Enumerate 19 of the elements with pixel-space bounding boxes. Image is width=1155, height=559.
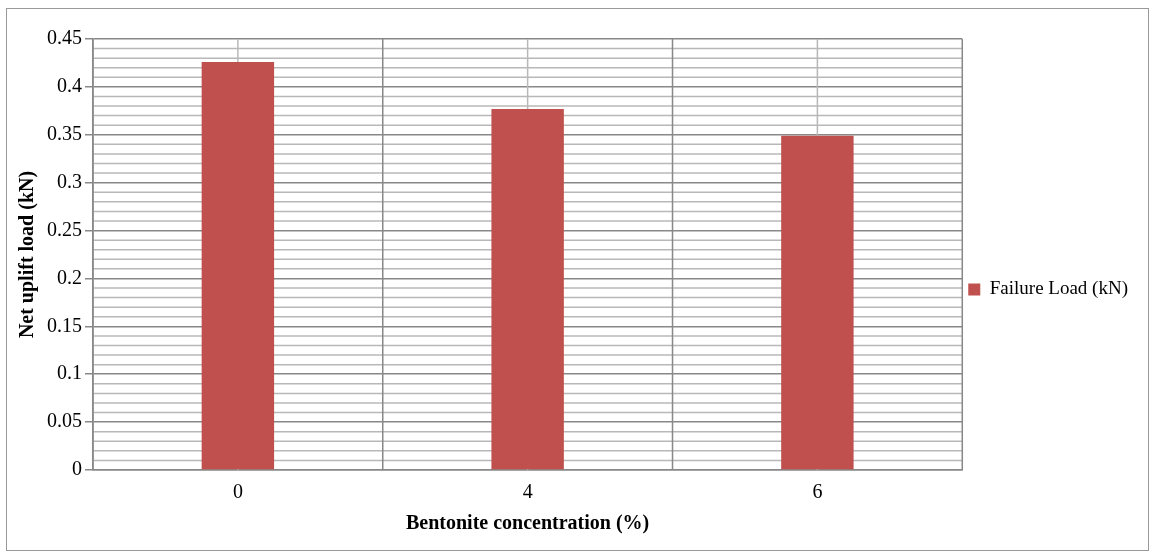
y-tick-label: 0.25 (47, 217, 82, 240)
y-tick-label: 0.05 (47, 409, 82, 432)
y-tick-label: 0.35 (47, 122, 82, 145)
bar (781, 135, 854, 470)
bar (201, 61, 275, 470)
bar (491, 108, 564, 470)
x-tick-label: 0 (232, 480, 243, 503)
y-tick-label: 0 (72, 457, 82, 480)
x-tick-label: 6 (812, 480, 823, 503)
y-tick-label: 0.3 (57, 169, 82, 192)
x-tick-label: 4 (522, 480, 533, 503)
y-tick-label: 0.15 (47, 313, 82, 336)
y-tick-label: 0.1 (57, 361, 82, 384)
y-tick-label: 0.2 (57, 265, 82, 288)
y-tick-label: 0.45 (47, 26, 82, 49)
x-axis-title: Bentonite concentration (%) (405, 511, 650, 535)
y-axis-title: Net uplift load (kN) (15, 170, 39, 339)
legend-label: Failure Load (kN) (989, 277, 1128, 300)
y-tick-label: 0.4 (57, 74, 82, 97)
